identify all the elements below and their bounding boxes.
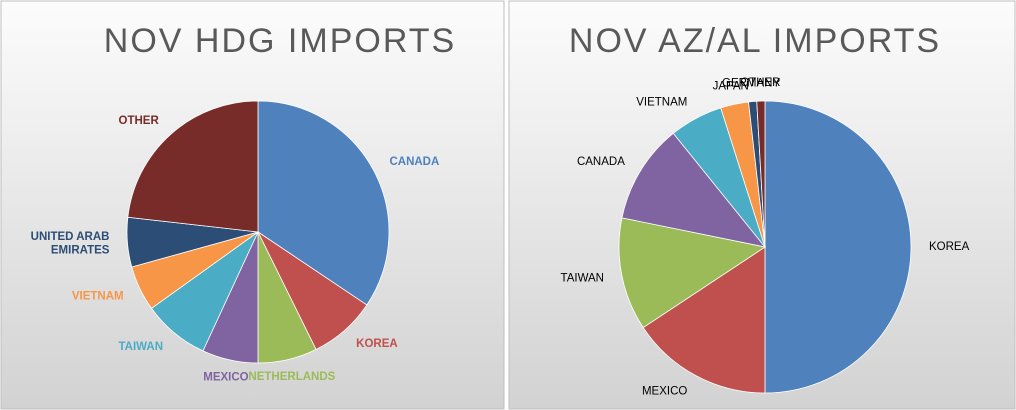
slice-label: MEXICO bbox=[642, 385, 687, 397]
slice-label: UNITED ARAB EMIRATES bbox=[31, 231, 110, 257]
slice-label: TAIWAN bbox=[561, 272, 604, 284]
slice-label: KOREA bbox=[356, 338, 398, 350]
slice-label: VIETNAM bbox=[636, 97, 687, 109]
slice-label: OTHER bbox=[740, 77, 780, 89]
slice-label: GERMANY bbox=[722, 78, 780, 90]
pie-slice bbox=[764, 100, 912, 394]
chart-title: NOV HDG IMPORTS bbox=[104, 22, 456, 60]
pie-slice bbox=[642, 246, 766, 394]
slice-label: NETHERLANDS bbox=[248, 371, 335, 383]
slice-label: CANADA bbox=[577, 156, 625, 168]
slice-label: OTHER bbox=[119, 115, 160, 127]
slice-label: CANADA bbox=[389, 156, 439, 168]
slice-label: VIETNAM bbox=[72, 290, 124, 302]
pie-slice bbox=[618, 217, 767, 329]
pie-slice bbox=[756, 100, 766, 248]
chart-title: NOV AZ/AL IMPORTS bbox=[569, 22, 941, 60]
slice-label: MEXICO bbox=[203, 372, 248, 384]
slice-label: JAPAN bbox=[713, 81, 749, 93]
pie-slice bbox=[621, 132, 767, 248]
slice-label: TAIWAN bbox=[119, 341, 164, 353]
pie-slice bbox=[127, 100, 259, 233]
slice-label: KOREA bbox=[929, 241, 970, 253]
pie-slice bbox=[257, 100, 390, 306]
